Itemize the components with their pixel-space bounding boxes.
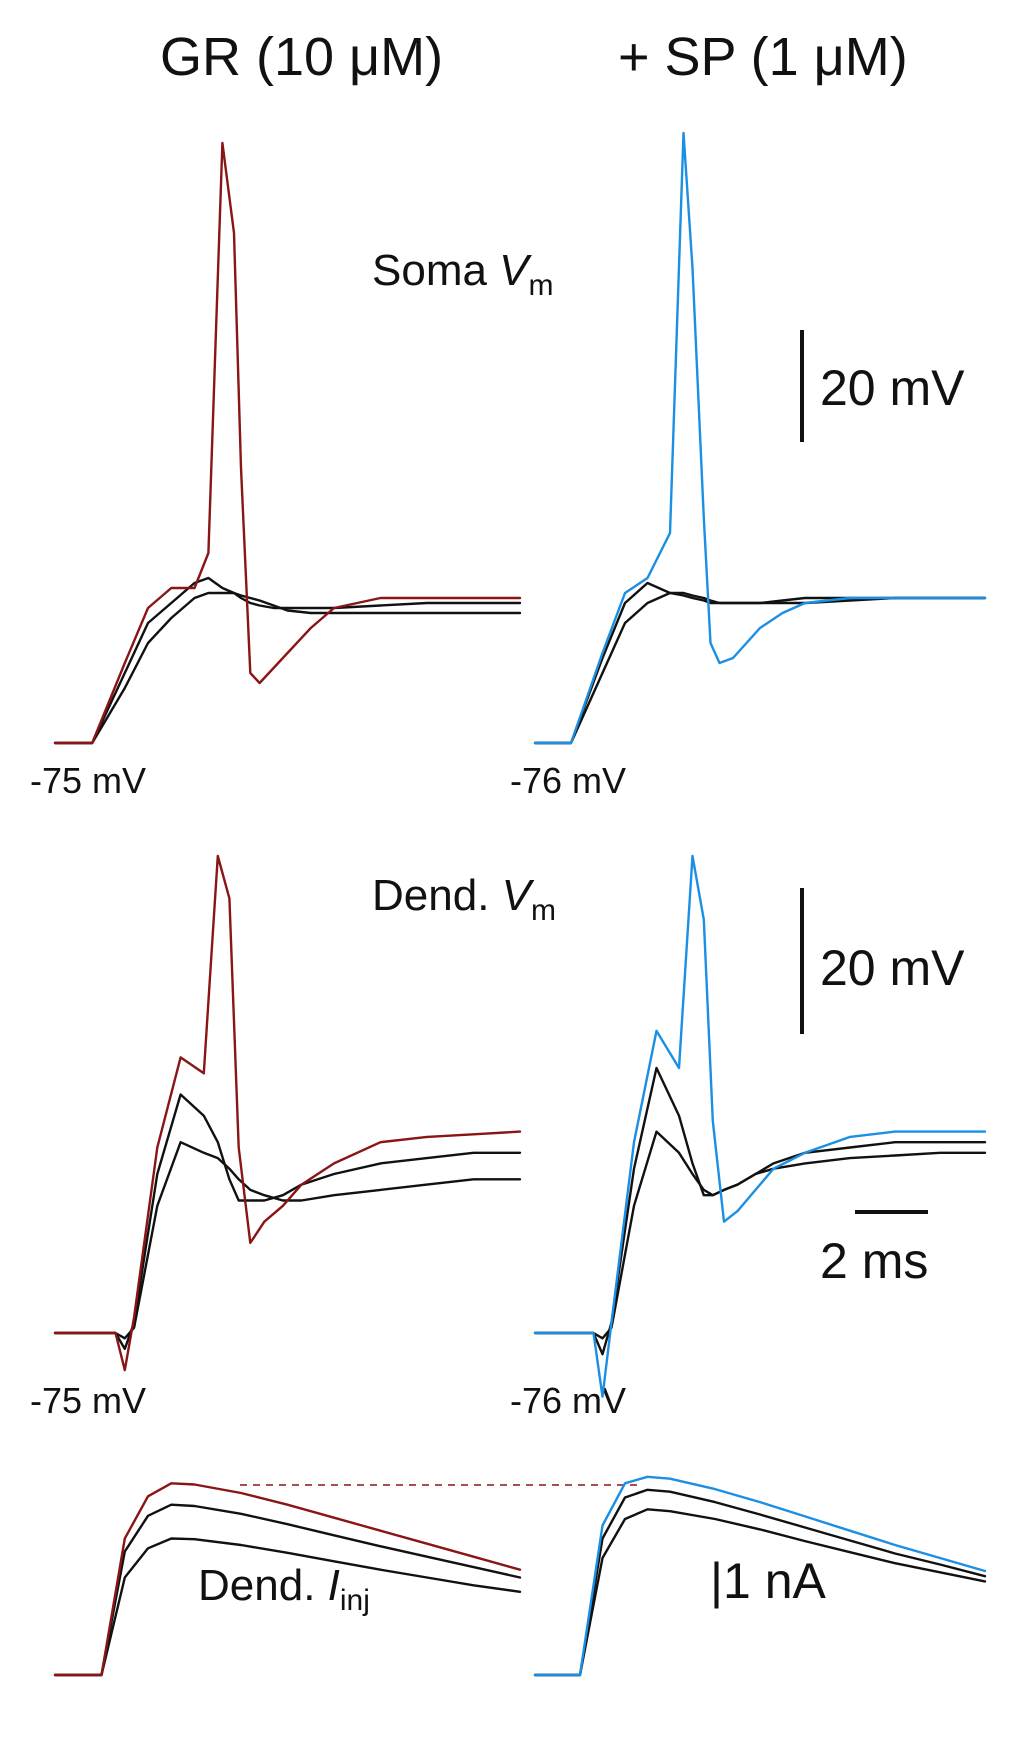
soma-voltage-scale-label: 20 mV (820, 360, 965, 416)
dend-gr-trace-subthreshold-2 (53, 1141, 522, 1340)
dend-gr-trace-subthreshold-1 (53, 1093, 522, 1351)
dend-iinj-label: Dend. Iinj (198, 1561, 370, 1617)
soma-vm-label-main: Soma (372, 246, 499, 295)
current-scale-label: |1 nA (710, 1553, 826, 1609)
header-right: + SP (1 μM) (618, 27, 908, 87)
soma-vm-label: Soma Vm (372, 246, 554, 302)
dend-right-baseline-label: -76 mV (510, 1380, 626, 1421)
iinj-sp-trace-subthreshold-2 (533, 1508, 987, 1677)
soma-left-baseline-label: -75 mV (30, 760, 146, 801)
dend-gr-trace-suprathreshold (53, 854, 522, 1372)
header-left: GR (10 μM) (160, 27, 443, 87)
iinj-sp-trace-subthreshold-1 (533, 1488, 987, 1677)
iinj-gr-trace-subthreshold-2 (53, 1537, 522, 1677)
dend-iinj-label-var: I (328, 1561, 340, 1610)
dend-vm-label-var: V (502, 871, 535, 920)
iinj-gr-trace-suprathreshold (53, 1482, 522, 1677)
soma-sp-trace-suprathreshold (533, 131, 987, 745)
dend-iinj-label-main: Dend. (198, 1561, 328, 1610)
dend-sp-trace-suprathreshold (533, 854, 987, 1398)
soma-vm-label-var: V (499, 246, 532, 295)
soma-right-baseline-label: -76 mV (510, 760, 626, 801)
iinj-gr-trace-subthreshold-1 (53, 1503, 522, 1677)
traces-layer (53, 131, 987, 1677)
dend-iinj-label-sub: inj (340, 1584, 370, 1617)
soma-gr-trace-subthreshold-1 (53, 576, 522, 745)
soma-gr-trace-suprathreshold (53, 141, 522, 745)
time-scale-label: 2 ms (820, 1233, 928, 1289)
soma-vm-label-sub: m (529, 269, 554, 302)
dend-vm-label: Dend. Vm (372, 871, 556, 927)
dend-vm-label-sub: m (531, 894, 556, 927)
dend-vm-label-main: Dend. (372, 871, 502, 920)
dend-left-baseline-label: -75 mV (30, 1380, 146, 1421)
soma-gr-trace-subthreshold-2 (53, 591, 522, 745)
iinj-sp-trace-suprathreshold (533, 1475, 987, 1677)
soma-sp-trace-subthreshold-1 (533, 581, 987, 745)
soma-sp-trace-subthreshold-2 (533, 591, 987, 745)
dend-voltage-scale-label: 20 mV (820, 940, 965, 996)
